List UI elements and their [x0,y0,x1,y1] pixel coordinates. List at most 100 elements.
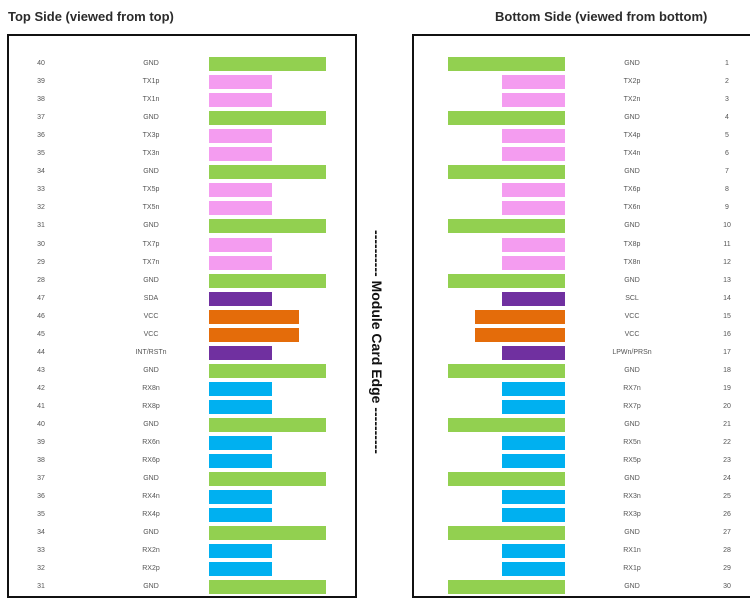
pin-signal: TX6p [623,186,641,194]
pin-signal: TX6n [623,204,641,212]
pin-number: 12 [723,258,731,266]
module-card-edge-label: ---------- Module Card Edge ---------- [369,230,385,454]
pin-signal: RX2n [142,547,160,555]
pin-signal: GND [143,276,159,284]
pin-signal: VCC [143,330,159,338]
pin-number: 14 [723,294,731,302]
pin-pad [209,327,299,342]
pin-number: 30 [723,583,731,591]
pin-signal: TX1p [142,78,160,86]
pin-pad [475,327,565,342]
pin-number: 38 [37,96,45,104]
pin-signal: GND [624,529,640,537]
pin-signal: INT/RSTn [135,348,167,356]
pin-number: 30 [37,240,45,248]
pin-number: 1 [725,60,729,67]
pin-number: 44 [37,348,45,356]
pin-number: 17 [723,348,731,356]
top-pin-row: 40 GND [9,416,355,434]
pin-number: 4 [725,114,729,122]
pin-pad [448,472,565,487]
pin-number: 45 [37,330,45,338]
pin-pad [209,526,326,541]
pin-number: 36 [37,493,45,501]
top-pin-row: 28 GND [9,272,355,290]
pin-signal: GND [143,475,159,483]
top-pin-row: 36 RX4n [9,488,355,506]
pin-number: 40 [37,421,45,428]
pin-pad [502,291,565,306]
pin-signal: GND [143,60,159,67]
pin-number: 10 [723,222,731,230]
pin-number: 15 [723,312,731,320]
pin-signal: GND [624,222,640,230]
pin-number: 9 [725,204,729,212]
pin-pad [209,93,272,108]
pin-signal: RX6n [142,439,160,447]
top-pin-row: 38 TX1n [9,91,355,109]
pin-pad [448,418,565,432]
bottom-pin-row: 28 RX1n [414,542,750,560]
top-pin-row: 35 RX4p [9,506,355,524]
pin-number: 2 [725,78,729,86]
top-pin-row: 32 RX2p [9,560,355,578]
top-pin-row: 40 GND [9,55,355,73]
pin-signal: RX7n [623,384,641,392]
pin-signal: GND [143,168,159,176]
pin-number: 28 [723,547,731,555]
bottom-pin-row: 18 GND [414,362,750,380]
pin-number: 6 [725,150,729,158]
pin-signal: TX7n [142,258,160,266]
pin-pad [209,237,272,252]
top-pin-row: 45 VCC [9,326,355,344]
pin-pad [209,183,272,198]
pin-number: 32 [37,204,45,212]
pin-number: 8 [725,186,729,194]
pin-pad [209,345,272,360]
bottom-pin-row: 23 RX5p [414,452,750,470]
pin-pad [475,309,565,324]
top-pin-row: 33 RX2n [9,542,355,560]
pin-signal: SCL [625,294,639,302]
pin-pad [502,75,565,90]
pin-signal: RX5n [623,439,641,447]
top-pin-row: 31 GND [9,217,355,235]
bottom-pin-row: 27 GND [414,524,750,542]
pin-number: 39 [37,439,45,447]
pin-number: 33 [37,547,45,555]
pin-number: 40 [37,60,45,67]
pin-pad [209,381,272,396]
pin-number: 41 [37,402,45,410]
pin-pad [209,454,272,469]
pin-pad [448,57,565,71]
bottom-pin-row: 20 RX7p [414,398,750,416]
pin-pad [502,147,565,162]
pin-pad [502,129,565,144]
pin-pad [209,255,272,270]
top-pin-row: 35 TX3n [9,145,355,163]
top-pin-row: 46 VCC [9,308,355,326]
pin-signal: TX1n [142,96,160,104]
pin-signal: RX3p [623,511,641,519]
bottom-pin-row: 6 TX4n [414,145,750,163]
pin-pad [502,454,565,469]
pin-pad [502,490,565,505]
top-pin-row: 29 TX7n [9,254,355,272]
pin-number: 7 [725,168,729,176]
pin-pad [502,399,565,414]
pin-number: 39 [37,78,45,86]
pin-signal: TX8p [623,240,641,248]
pin-pad [502,93,565,108]
pin-signal: GND [624,60,640,67]
top-pin-row: 43 GND [9,362,355,380]
pin-pad [448,165,565,180]
pin-pad [209,165,326,180]
pin-pad [502,345,565,360]
top-pin-row: 34 GND [9,163,355,181]
pin-pad [209,472,326,487]
bottom-pin-row: 5 TX4p [414,127,750,145]
pin-signal: RX4p [142,511,160,519]
pin-pad [502,237,565,252]
pin-pad [448,219,565,234]
pin-pad [209,129,272,144]
